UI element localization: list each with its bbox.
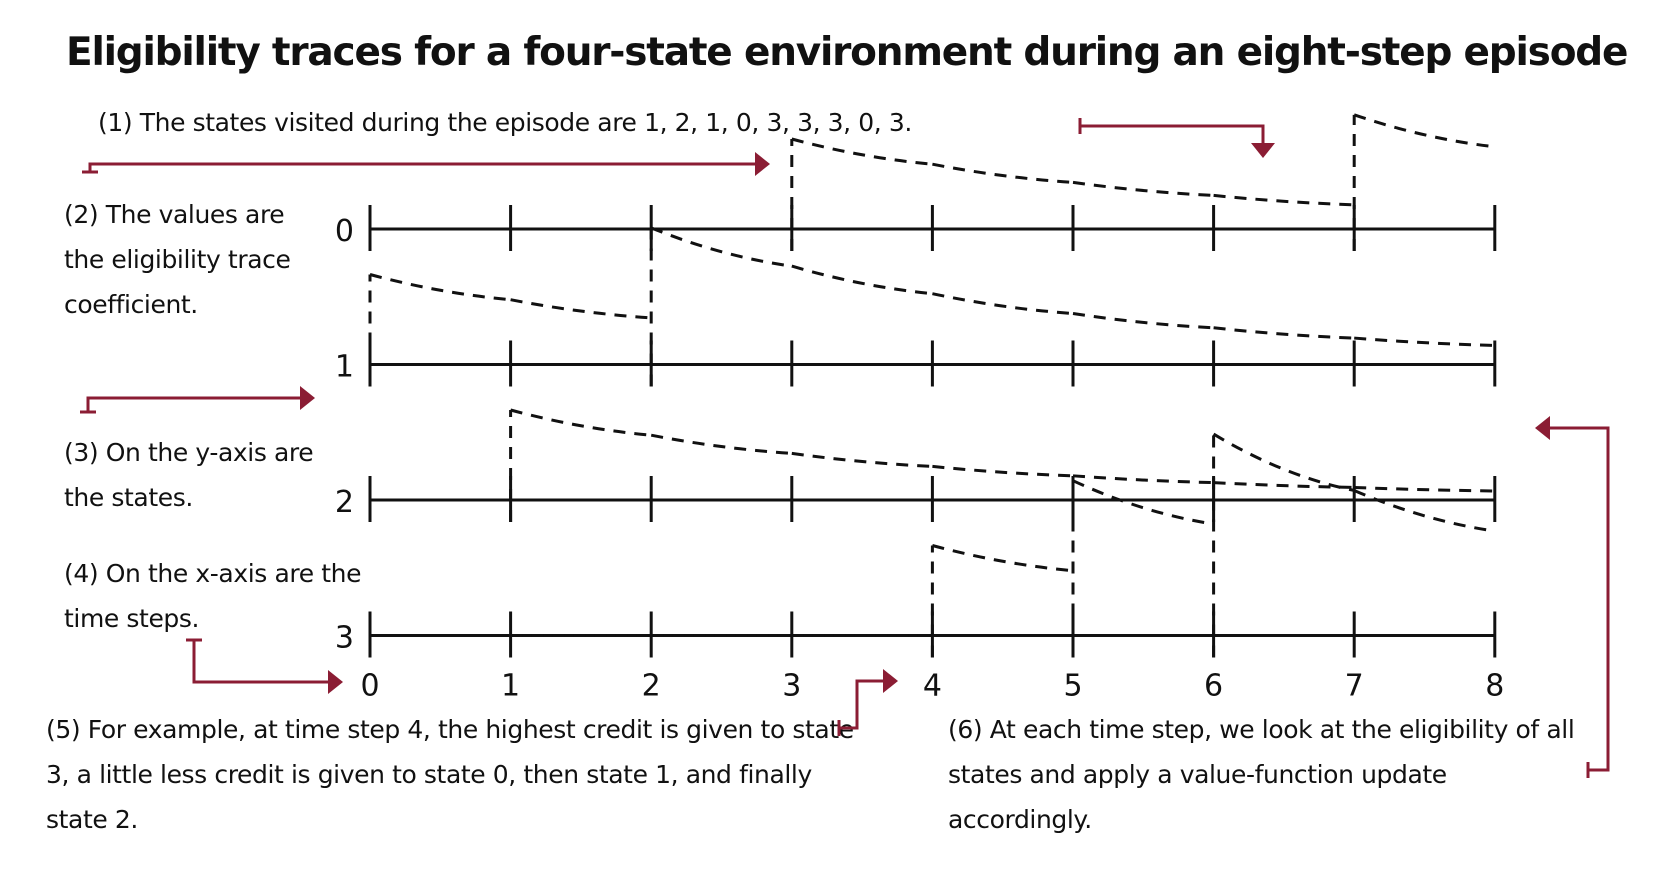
callout-arrow-4	[186, 638, 343, 694]
trace-state-0	[1353, 113, 1495, 149]
trace-state-3	[1072, 479, 1214, 526]
y-tick-label: 0	[335, 214, 354, 249]
trace-state-1	[1213, 326, 1355, 340]
trace-state-1	[369, 273, 511, 302]
x-tick-label: 7	[1345, 669, 1364, 704]
trace-state-1	[1354, 336, 1495, 347]
annotation-example: (5) For example, at time step 4, the hig…	[46, 715, 854, 834]
y-tick-label: 1	[335, 350, 354, 385]
page-title: Eligibility traces for a four-state envi…	[66, 30, 1628, 75]
trace-state-3	[932, 544, 1074, 573]
y-tick-label: 3	[335, 621, 354, 656]
trace-state-2	[650, 433, 792, 455]
callout-arrow-1	[1078, 118, 1275, 158]
trace-state-2	[1213, 481, 1355, 489]
trace-state-0	[932, 162, 1074, 184]
x-tick-label: 2	[642, 669, 661, 704]
trace-state-1	[510, 298, 652, 320]
trace-state-3	[1212, 432, 1355, 492]
trace-state-1	[932, 292, 1074, 315]
x-tick-label: 6	[1204, 669, 1223, 704]
trace-state-1	[791, 264, 933, 296]
callout-arrow-5	[837, 669, 898, 736]
trace-state-0	[1072, 180, 1214, 197]
trace-state-2	[791, 451, 933, 468]
trace-state-3	[1353, 489, 1496, 533]
trace-state-2	[510, 408, 652, 437]
x-tick-label: 0	[360, 669, 379, 704]
x-tick-label: 5	[1063, 669, 1082, 704]
trace-state-2	[932, 464, 1074, 478]
x-tick-label: 8	[1485, 669, 1504, 704]
trace-state-0	[1213, 193, 1355, 207]
x-tick-label: 4	[923, 669, 942, 704]
callout-arrow-3	[80, 386, 315, 414]
x-tick-label: 1	[501, 669, 520, 704]
annotation-visited-states: (1) The states visited during the episod…	[98, 108, 912, 137]
trace-layer	[368, 113, 1496, 658]
trace-state-1	[650, 226, 793, 268]
y-tick-label: 2	[335, 485, 354, 520]
callout-arrow-2	[82, 152, 770, 176]
annotation-y-axis: (3) On the y-axis are the states.	[64, 438, 314, 512]
trace-state-1	[1072, 312, 1214, 330]
trace-state-2	[1072, 474, 1214, 485]
x-tick-label: 3	[782, 669, 801, 704]
trace-state-0	[791, 137, 933, 166]
callout-arrow-6	[1535, 416, 1610, 778]
trace-state-2	[1354, 485, 1495, 493]
annotation-value-update: (6) At each time step, we look at the el…	[948, 715, 1575, 834]
annotation-values: (2) The values are the eligibility trace…	[64, 200, 291, 319]
annotation-x-axis: (4) On the x-axis are the time steps.	[64, 559, 362, 633]
arrow-layer	[80, 118, 1610, 778]
